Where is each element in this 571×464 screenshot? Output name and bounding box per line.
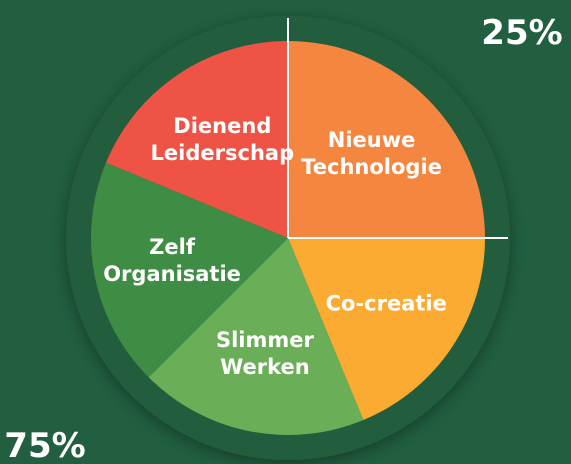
pie-slice — [90, 162, 288, 378]
annotation: 75% — [4, 426, 86, 464]
slice-label: Nieuwe Technologie — [301, 128, 442, 180]
slice-label: Zelf Organisatie — [103, 235, 241, 287]
pie-slice — [148, 238, 364, 435]
pie-slice — [105, 40, 289, 238]
annotation: 25% — [481, 13, 563, 53]
pie-slice — [288, 238, 485, 421]
slice-label: Dienend Leiderschap — [150, 113, 295, 165]
slice-label: Co-creatie — [325, 291, 447, 316]
slice-label: Slimmer Werken — [215, 327, 314, 379]
pie-slice — [288, 41, 485, 238]
